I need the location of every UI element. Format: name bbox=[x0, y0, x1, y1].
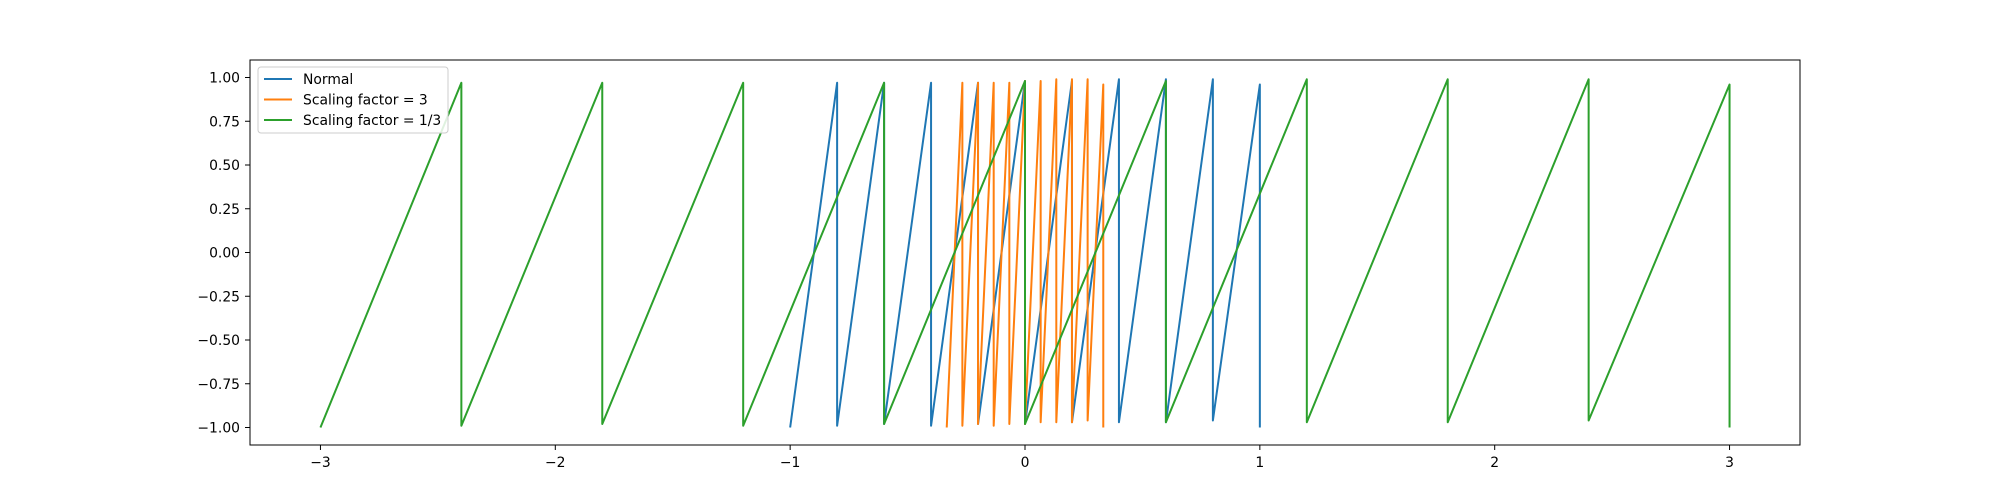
legend-label: Scaling factor = 3 bbox=[303, 93, 428, 109]
y-tick-label: 0.25 bbox=[209, 202, 240, 218]
x-tick-label: 1 bbox=[1255, 455, 1264, 471]
legend-label: Normal bbox=[303, 72, 353, 88]
y-tick-label: 0.00 bbox=[209, 246, 240, 262]
y-tick-label: 1.00 bbox=[209, 71, 240, 87]
x-tick-label: −3 bbox=[310, 455, 330, 471]
series-line-3 bbox=[319, 78, 1731, 428]
x-tick-label: −1 bbox=[780, 455, 800, 471]
y-tick-label: −0.75 bbox=[197, 377, 240, 393]
y-tick-label: 0.75 bbox=[209, 114, 240, 130]
y-tick-label: −0.50 bbox=[197, 333, 240, 349]
series-layer bbox=[319, 78, 1731, 428]
y-axis: 1.00 0.75 0.50 0.25 0.00 −0.25 −0.50 −0.75 −1.00 bbox=[197, 71, 250, 437]
x-axis: −3 −2 −1 0 1 2 3 bbox=[310, 445, 1734, 471]
x-tick-label: 0 bbox=[1021, 455, 1030, 471]
legend-box bbox=[257, 66, 449, 134]
x-tick-label: 2 bbox=[1490, 455, 1499, 471]
y-tick-label: 0.50 bbox=[209, 158, 240, 174]
x-tick-label: 3 bbox=[1725, 455, 1734, 471]
x-tick-label: −2 bbox=[545, 455, 565, 471]
legend-label: Scaling factor = 1/3 bbox=[303, 113, 441, 129]
legend: Normal Scaling factor = 3 Scaling factor =… bbox=[257, 66, 449, 134]
y-tick-label: −1.00 bbox=[197, 421, 240, 437]
y-tick-label: −0.25 bbox=[197, 289, 240, 305]
